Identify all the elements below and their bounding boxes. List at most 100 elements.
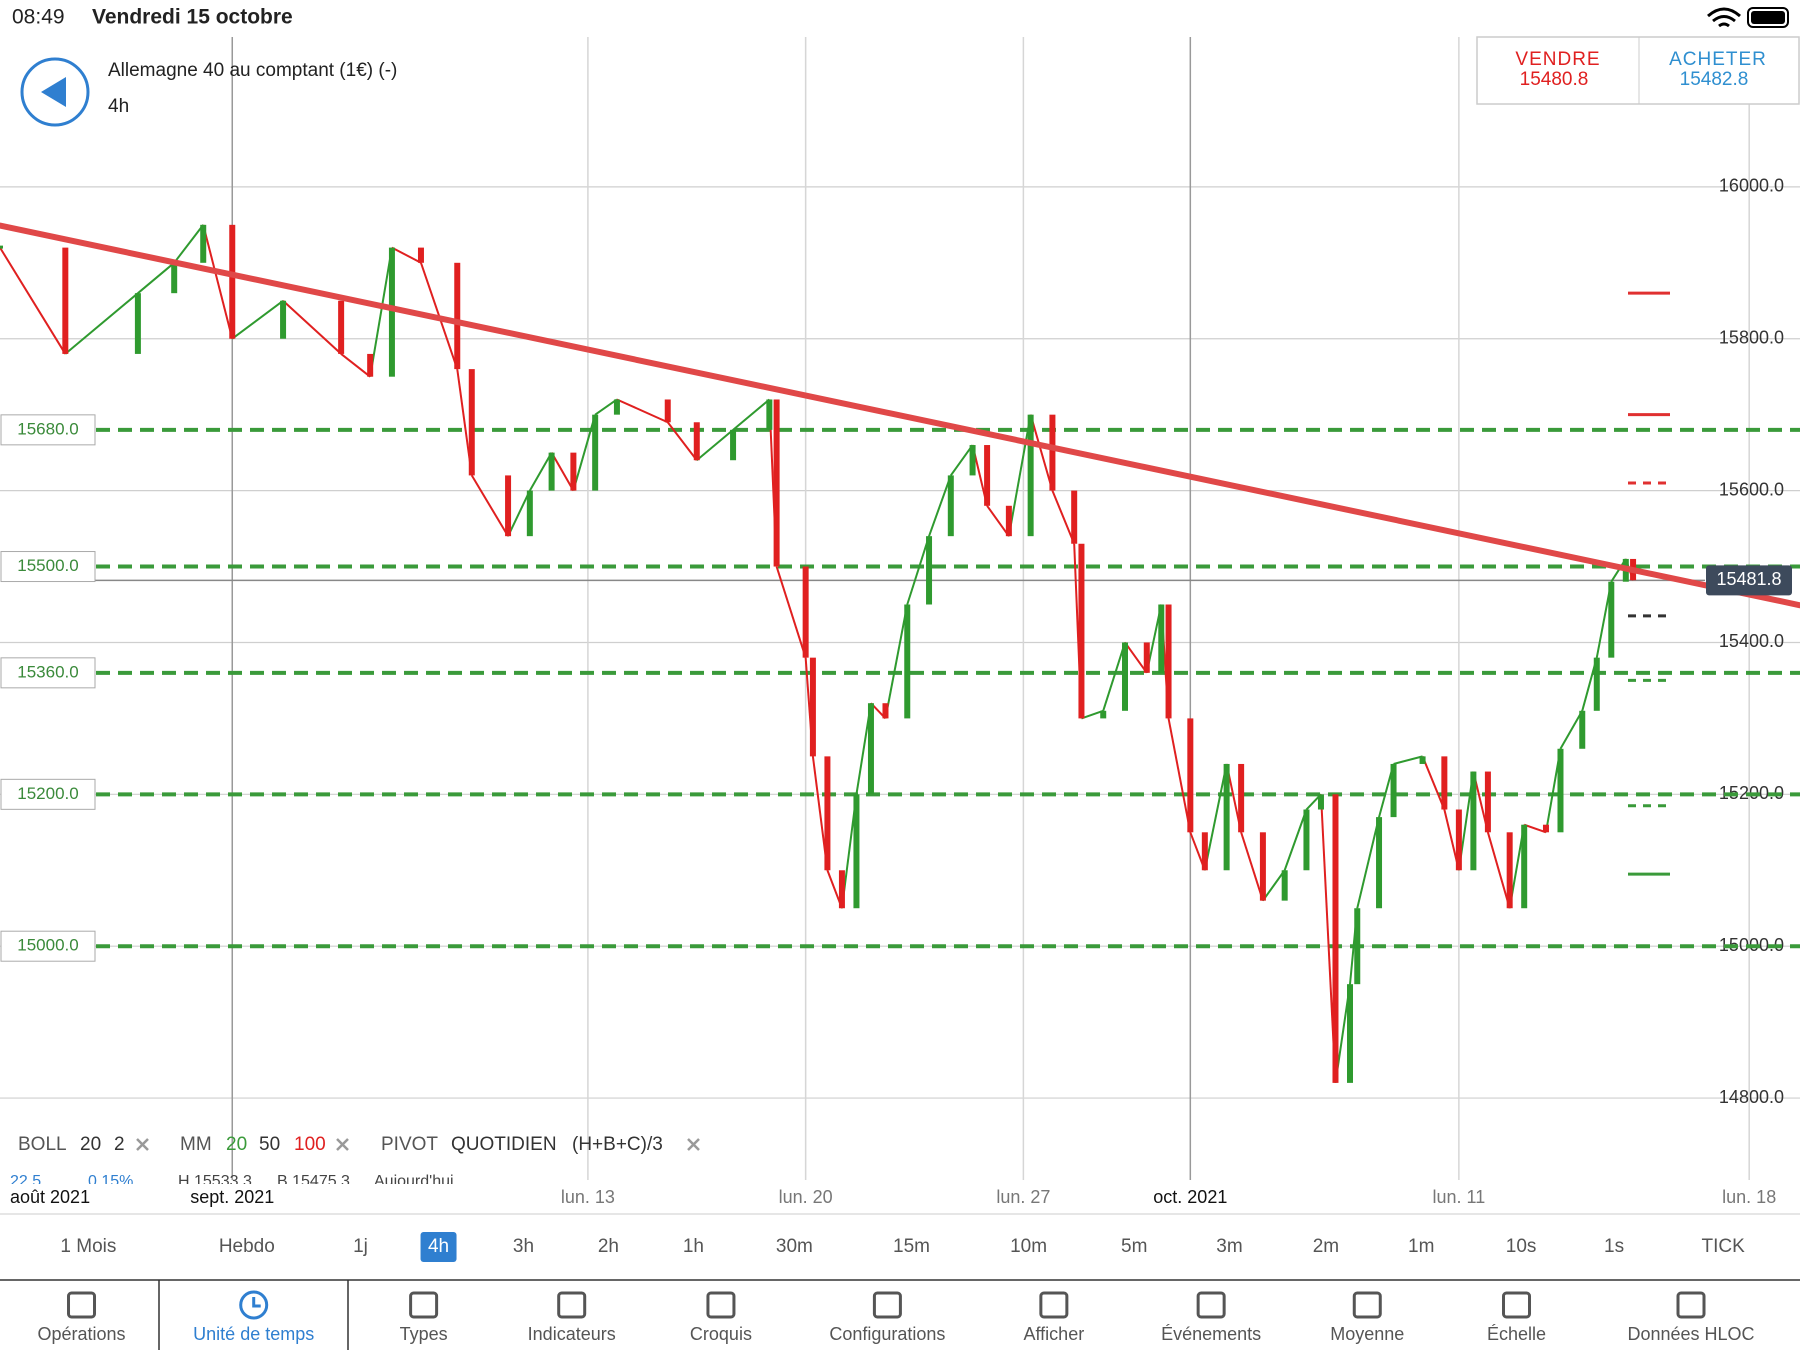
sell-button[interactable]: [1478, 38, 1638, 103]
battery-level: [1751, 11, 1785, 24]
pivot-formula: (H+B+C)/3: [572, 1134, 663, 1155]
x-tick-label: lun. 18: [1722, 1187, 1776, 1207]
candle: [867, 703, 874, 795]
y-tick-label: 16000.0: [1719, 176, 1784, 196]
y-tick-label: 15400.0: [1719, 631, 1784, 651]
price-segment: [906, 535, 930, 605]
tab-label[interactable]: Afficher: [1024, 1324, 1085, 1344]
candle: [1122, 642, 1128, 711]
timeframe-option[interactable]: 3m: [1216, 1236, 1242, 1257]
instrument-title: Allemagne 40 au comptant (1€) (-): [108, 60, 397, 81]
pivot-name: PIVOT: [381, 1134, 438, 1155]
candle: [1027, 414, 1034, 537]
price-segment: [1356, 816, 1381, 909]
timeframe-option[interactable]: 2m: [1313, 1236, 1339, 1257]
mm-period-1: 20: [226, 1134, 247, 1155]
tab-icon: [1502, 1291, 1532, 1319]
tab-label[interactable]: Opérations: [37, 1324, 125, 1344]
pivot-label-box: [0, 414, 96, 446]
candle: [1078, 543, 1085, 719]
timeframe-option[interactable]: 2h: [598, 1236, 619, 1257]
timeframe-option[interactable]: 3h: [513, 1236, 534, 1257]
tab-icon: [252, 1297, 261, 1308]
tab-label[interactable]: Événements: [1161, 1324, 1261, 1344]
candle: [1223, 763, 1230, 871]
tab-label[interactable]: Données HLOC: [1627, 1324, 1754, 1344]
price-segment: [1081, 709, 1104, 720]
tab-label[interactable]: Moyenne: [1330, 1324, 1404, 1344]
price-segment: [369, 247, 393, 377]
candle: [802, 566, 809, 658]
candle: [1470, 771, 1477, 871]
buy-button[interactable]: [1640, 38, 1798, 103]
timeframe-option[interactable]: TICK: [1702, 1236, 1746, 1257]
candle: [1158, 604, 1165, 673]
boll-period: 20: [80, 1134, 101, 1155]
remove-mm[interactable]: [336, 1138, 349, 1151]
timeframe-option[interactable]: 1s: [1604, 1236, 1624, 1257]
remove-pivot[interactable]: [687, 1138, 700, 1151]
timeframe-option[interactable]: 5m: [1121, 1236, 1147, 1257]
tab-icon: [1676, 1291, 1706, 1319]
timeframe-option[interactable]: 15m: [893, 1236, 930, 1257]
tab-label[interactable]: Indicateurs: [528, 1324, 616, 1344]
candle: [338, 300, 345, 354]
candle: [526, 490, 533, 537]
timeframe-option[interactable]: 1 Mois: [60, 1236, 116, 1257]
price-segment: [340, 353, 371, 378]
candle: [904, 604, 911, 719]
candle: [730, 429, 737, 461]
candle: [1187, 718, 1194, 833]
candle: [505, 475, 512, 537]
tab-label[interactable]: Unité de temps: [193, 1324, 314, 1344]
timeframe-selected: [420, 1232, 457, 1262]
current-price-label: 15481.8: [1716, 569, 1781, 589]
candle: [388, 247, 395, 377]
timeframe-option[interactable]: 10m: [1010, 1236, 1047, 1257]
remove-boll[interactable]: [136, 1138, 149, 1151]
current-price-box: [1706, 565, 1792, 596]
timeframe-option[interactable]: Hebdo: [219, 1236, 275, 1257]
timeframe-option[interactable]: 30m: [776, 1236, 813, 1257]
pivot-label: 15000.0: [17, 936, 78, 955]
candle: [454, 262, 461, 370]
price-segment: [1262, 869, 1286, 902]
tab-label[interactable]: Échelle: [1487, 1324, 1546, 1344]
price-segment: [173, 224, 205, 264]
pivot-label-box: [0, 657, 96, 689]
timeframe-bar: 1 Mois Hebdo 1j 4h 3h 2h 1h 30m 15m 10m 5m 3m 2m 1m 10…: [60, 1232, 1745, 1262]
candle: [773, 399, 780, 567]
timeframe-option[interactable]: 1m: [1408, 1236, 1434, 1257]
candle: [882, 703, 889, 719]
status-time: 08:49: [12, 6, 65, 29]
candle: [693, 422, 700, 461]
timeframe-option[interactable]: 10s: [1506, 1236, 1537, 1257]
candle: [824, 756, 831, 871]
candle: [1542, 824, 1549, 833]
candle: [838, 870, 845, 909]
timeframe-option[interactable]: 1j: [353, 1236, 368, 1257]
tab-label[interactable]: Configurations: [829, 1324, 945, 1344]
pivot-label: 15360.0: [17, 662, 78, 681]
candle: [809, 657, 816, 757]
pivot-label-box: [0, 778, 96, 810]
trendline: [0, 222, 1800, 609]
price-segment: [550, 452, 575, 492]
timeframe-option[interactable]: 4h: [428, 1236, 449, 1257]
tab-label[interactable]: Croquis: [690, 1324, 752, 1344]
price-segment: [1029, 414, 1054, 491]
candle: [664, 399, 671, 423]
price-segment: [1167, 718, 1192, 833]
timeframe-option[interactable]: 1h: [683, 1236, 704, 1257]
candle: [947, 475, 954, 537]
candle: [1455, 809, 1462, 871]
price-segment: [137, 262, 175, 294]
tab-label[interactable]: Types: [400, 1324, 448, 1344]
candle: [1165, 604, 1172, 719]
x-tick-label: sept. 2021: [190, 1187, 274, 1207]
price-segment: [572, 414, 597, 491]
candle: [0, 245, 3, 249]
candle: [1608, 581, 1615, 658]
x-tick-label: lun. 13: [561, 1187, 615, 1207]
price-segment: [507, 490, 531, 537]
